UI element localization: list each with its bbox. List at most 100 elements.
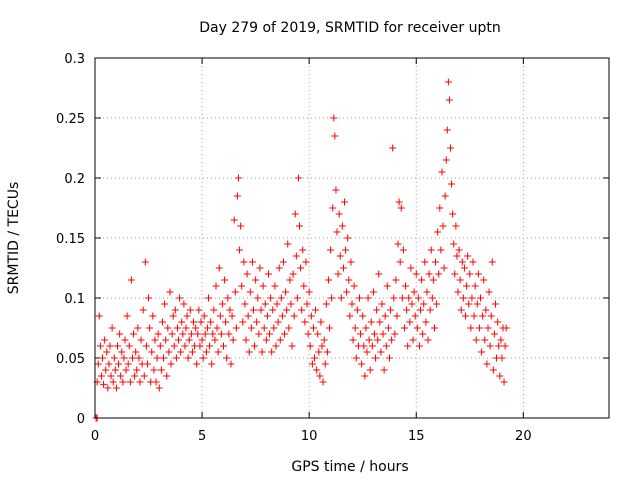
y-tick-label: 0.1 — [64, 292, 85, 307]
data-point — [390, 294, 398, 302]
data-point — [261, 300, 269, 308]
data-point — [316, 372, 324, 380]
data-point — [283, 306, 291, 314]
data-point — [318, 342, 326, 350]
data-point — [497, 336, 505, 344]
data-point — [139, 306, 147, 314]
data-point — [405, 294, 413, 302]
data-point — [167, 360, 175, 368]
data-point — [95, 312, 103, 320]
data-point — [137, 336, 145, 344]
data-point — [441, 192, 449, 200]
data-point — [444, 78, 452, 86]
data-point — [108, 324, 116, 332]
data-point — [292, 252, 300, 260]
data-point — [458, 258, 466, 266]
data-point — [485, 288, 493, 296]
data-point — [425, 270, 433, 278]
data-point — [329, 204, 337, 212]
data-point — [100, 380, 108, 388]
data-point — [415, 342, 423, 350]
data-point — [388, 336, 396, 344]
data-point — [434, 228, 442, 236]
data-point — [172, 354, 180, 362]
data-point — [207, 318, 215, 326]
data-point — [435, 270, 443, 278]
data-point — [413, 324, 421, 332]
data-point — [323, 348, 331, 356]
data-point — [148, 348, 156, 356]
data-point — [418, 276, 426, 284]
data-point — [104, 384, 112, 392]
y-tick-label: 0.25 — [56, 112, 85, 127]
data-point — [118, 348, 126, 356]
data-point — [271, 282, 279, 290]
data-point — [452, 222, 460, 230]
data-point — [187, 330, 195, 338]
data-point — [427, 246, 435, 254]
data-point — [192, 324, 200, 332]
data-point — [107, 372, 115, 380]
data-point — [438, 168, 446, 176]
data-point — [436, 204, 444, 212]
data-point — [460, 264, 468, 272]
data-point — [106, 342, 114, 350]
data-point — [328, 294, 336, 302]
data-point — [214, 348, 222, 356]
data-point — [348, 300, 356, 308]
data-point — [186, 306, 194, 314]
data-point — [327, 246, 335, 254]
data-point — [119, 378, 127, 386]
data-point — [157, 366, 165, 374]
data-point — [133, 366, 141, 374]
data-point — [378, 300, 386, 308]
data-point — [182, 324, 190, 332]
data-point — [221, 276, 229, 284]
data-point — [240, 258, 248, 266]
data-point — [339, 264, 347, 272]
data-point — [364, 294, 372, 302]
data-point — [216, 312, 224, 320]
data-point — [233, 192, 241, 200]
data-point — [381, 312, 389, 320]
data-point — [269, 306, 277, 314]
data-point — [414, 294, 422, 302]
data-point — [173, 324, 181, 332]
data-point — [409, 336, 417, 344]
data-points — [92, 78, 510, 422]
data-point — [343, 288, 351, 296]
data-point — [342, 246, 350, 254]
data-point — [471, 282, 479, 290]
data-point — [166, 288, 174, 296]
data-point — [284, 240, 292, 248]
data-point — [502, 324, 510, 332]
data-point — [281, 330, 289, 338]
data-point — [151, 336, 159, 344]
data-point — [410, 288, 418, 296]
data-point — [408, 300, 416, 308]
data-point — [336, 252, 344, 260]
axes: 0 0.05 0.1 0.15 0.2 0.25 0.3 0 5 10 15 20 — [56, 52, 609, 444]
y-tick-label: 0.15 — [56, 232, 85, 247]
data-point — [478, 348, 486, 356]
y-axis-label: SRMTID / TECUs — [6, 182, 22, 295]
data-point — [370, 330, 378, 338]
data-point — [152, 378, 160, 386]
data-point — [175, 336, 183, 344]
data-point — [495, 342, 503, 350]
data-point — [309, 324, 317, 332]
data-point — [130, 330, 138, 338]
data-point — [200, 312, 208, 320]
data-point — [113, 342, 121, 350]
data-point — [463, 282, 471, 290]
data-point — [98, 354, 106, 362]
data-point — [442, 156, 450, 164]
data-point — [299, 246, 307, 254]
data-point — [278, 312, 286, 320]
data-point — [224, 294, 232, 302]
data-point — [361, 372, 369, 380]
data-point — [208, 360, 216, 368]
data-point — [131, 372, 139, 380]
data-point — [350, 282, 358, 290]
data-point — [464, 252, 472, 260]
